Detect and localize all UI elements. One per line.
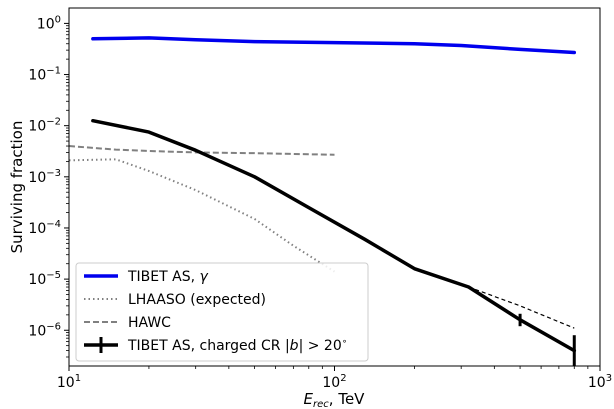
plot-area bbox=[69, 36, 577, 366]
series-hawc bbox=[69, 145, 335, 156]
legend-label-tibet-gamma: TIBET AS, γ bbox=[127, 269, 209, 285]
series-tibet-cr-extrapolation bbox=[468, 286, 575, 329]
x-axis: 101 102 103 bbox=[57, 366, 612, 391]
y-tick-label: 10−6 bbox=[28, 321, 61, 339]
y-tick-label: 100 bbox=[37, 14, 61, 32]
series-tibet-gamma bbox=[91, 36, 577, 55]
legend-label-hawc: HAWC bbox=[128, 315, 171, 331]
series-tibet-cr bbox=[91, 118, 577, 353]
y-axis: 10−6 10−5 10−4 10−3 10−2 10−1 100 bbox=[28, 14, 69, 358]
y-tick-label: 10−4 bbox=[28, 219, 61, 237]
x-axis-label: Erec, TeV bbox=[304, 390, 366, 409]
legend-label-lhaaso: LHAASO (expected) bbox=[128, 292, 266, 308]
y-tick-label: 10−3 bbox=[28, 168, 61, 186]
y-tick-label: 10−1 bbox=[28, 66, 61, 84]
y-tick-label: 10−5 bbox=[28, 270, 61, 288]
y-axis-label: Surviving fraction bbox=[8, 121, 26, 254]
x-tick-label: 102 bbox=[322, 373, 346, 391]
legend-label-tibet-cr: TIBET AS, charged CR |b| > 20∘ bbox=[127, 337, 347, 354]
y-tick-label: 10−2 bbox=[28, 117, 61, 135]
x-tick-label: 101 bbox=[57, 373, 81, 391]
x-tick-label: 103 bbox=[588, 373, 612, 391]
legend: TIBET AS, γ LHAASO (expected) HAWC TIBET… bbox=[75, 262, 369, 362]
legend-box bbox=[75, 262, 369, 362]
